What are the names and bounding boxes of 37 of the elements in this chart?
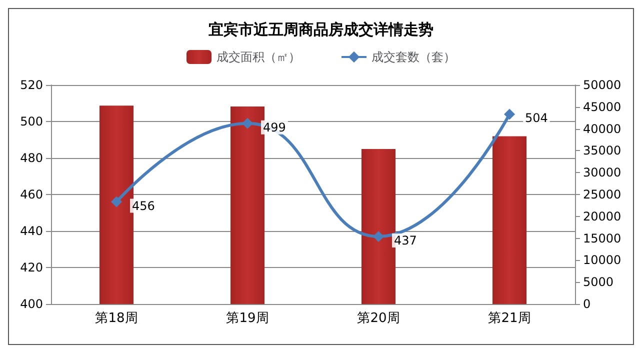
data-label: 499	[263, 120, 286, 134]
data-label: 456	[132, 198, 155, 213]
bar	[492, 136, 526, 304]
x-tick-label: 第20周	[357, 311, 400, 326]
y2-tick-label: 40000	[583, 122, 622, 136]
bar	[362, 148, 396, 304]
y2-tick-label: 15000	[583, 231, 622, 246]
point	[504, 108, 515, 120]
x-tick-label: 第19周	[226, 311, 269, 326]
chart-title: 宜宾市近五周商品房成交详情走势	[208, 20, 434, 38]
point	[242, 118, 253, 129]
y2-tick-label: 45000	[583, 100, 622, 114]
y2-tick-label: 35000	[583, 144, 622, 158]
y2-tick-label: 50000	[583, 78, 622, 92]
bar	[100, 106, 134, 304]
y-tick-label: 500	[20, 114, 43, 128]
y2-tick-label: 10000	[583, 253, 622, 268]
y2-tick-label: 20000	[583, 209, 622, 224]
x-tick-label: 第18周	[95, 311, 138, 326]
data-label: 437	[394, 233, 417, 248]
point	[373, 230, 384, 242]
y2-tick-label: 30000	[583, 166, 622, 180]
y2-tick-label: 5000	[583, 275, 614, 290]
legend-label: 成交面积（㎡）	[216, 50, 300, 64]
legend-label: 成交套数（套）	[372, 50, 456, 64]
x-tick-label: 第21周	[488, 311, 531, 326]
y-tick-label: 420	[20, 260, 43, 274]
y-tick-label: 520	[20, 78, 43, 92]
y-tick-label: 400	[20, 297, 43, 311]
y-tick-label: 460	[20, 188, 43, 202]
y-tick-label: 480	[20, 151, 43, 165]
y2-tick-label: 25000	[583, 188, 622, 202]
point	[111, 196, 122, 208]
bar	[230, 106, 264, 304]
data-label: 504	[525, 111, 548, 126]
y2-tick-label: 0	[583, 297, 591, 311]
y-tick-label: 440	[20, 224, 43, 238]
